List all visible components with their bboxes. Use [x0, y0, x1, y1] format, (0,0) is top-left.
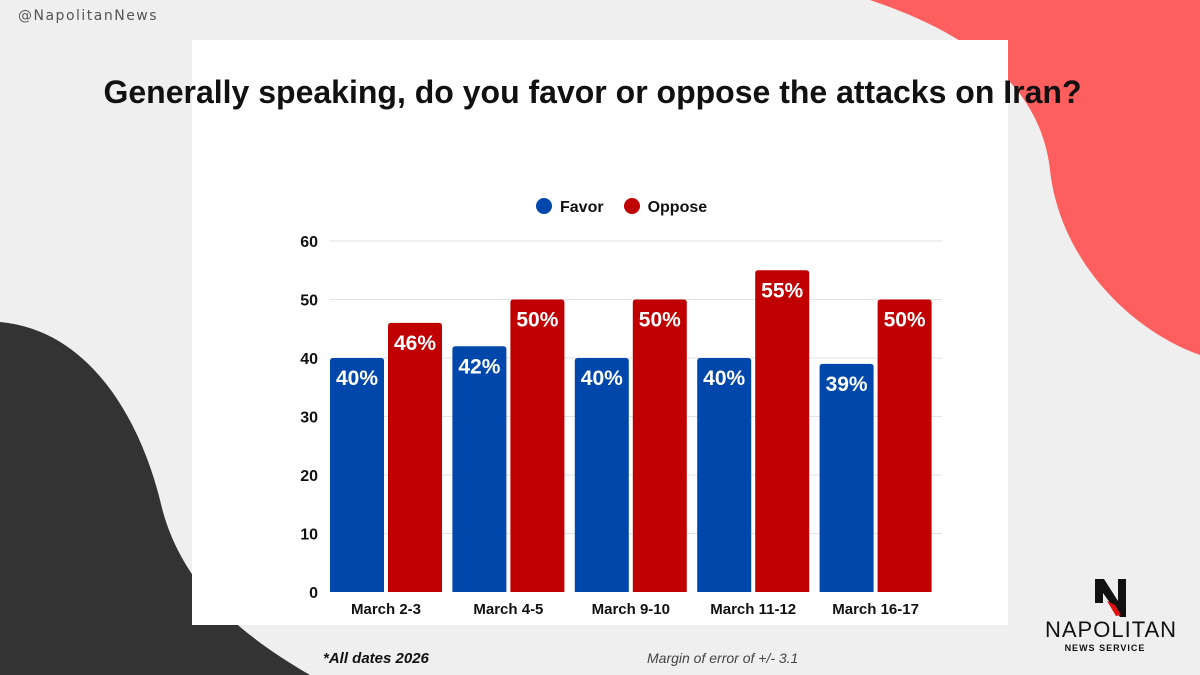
y-tick-label: 10	[300, 527, 318, 544]
x-tick-label: March 4-5	[473, 601, 543, 618]
bar-oppose	[877, 299, 932, 592]
bar-favor	[697, 358, 752, 592]
favor-dot-icon	[536, 198, 552, 214]
bar-oppose	[755, 270, 810, 592]
y-tick-label: 60	[300, 234, 318, 251]
bar-favor	[330, 358, 384, 592]
y-tick-label: 40	[300, 351, 318, 368]
x-tick-label: March 9-10	[592, 601, 670, 618]
bar-favor	[452, 346, 507, 592]
x-tick-label: March 2-3	[351, 601, 421, 618]
y-tick-label: 0	[309, 585, 318, 602]
data-label: 40%	[336, 367, 378, 390]
data-label: 50%	[516, 309, 558, 332]
bar-favor	[819, 363, 874, 592]
y-tick-label: 20	[300, 468, 318, 485]
red-blob	[870, 0, 1200, 355]
bar-favor	[574, 358, 629, 592]
data-label: 50%	[884, 309, 926, 332]
social-handle: @NapolitanNews	[18, 8, 159, 24]
legend-label: Oppose	[647, 199, 708, 216]
dates-note: *All dates 2026	[323, 650, 429, 667]
data-label: 50%	[639, 309, 681, 332]
chart-title: Generally speaking, do you favor or oppo…	[103, 74, 1082, 110]
margin-of-error: Margin of error of +/- 3.1	[647, 650, 799, 666]
logo-sub: NEWS SERVICE	[1064, 643, 1146, 653]
data-label: 40%	[703, 367, 745, 390]
data-label: 55%	[761, 279, 803, 302]
legend-favor: Favor	[536, 198, 604, 217]
legend-oppose: Oppose	[623, 198, 708, 217]
legend-label: Favor	[560, 199, 604, 216]
x-tick-label: March 16-17	[832, 601, 919, 618]
data-label: 39%	[826, 373, 868, 396]
data-label: 42%	[458, 355, 500, 378]
data-label: 46%	[394, 332, 436, 355]
data-label: 40%	[581, 367, 623, 390]
dark-blob	[0, 322, 310, 675]
bar-oppose	[388, 322, 442, 592]
logo-name: NAPOLITAN	[1045, 617, 1178, 642]
y-tick-label: 30	[300, 410, 318, 427]
legend: Favor Oppose	[536, 198, 707, 217]
napolitan-logo: NAPOLITAN NEWS SERVICE	[1045, 575, 1178, 653]
y-tick-label: 50	[300, 293, 318, 310]
bar-oppose	[632, 299, 687, 592]
bar-oppose	[510, 299, 565, 592]
x-tick-label: March 11-12	[710, 601, 796, 618]
oppose-dot-icon	[623, 198, 640, 214]
logo-n-icon	[1095, 579, 1126, 617]
